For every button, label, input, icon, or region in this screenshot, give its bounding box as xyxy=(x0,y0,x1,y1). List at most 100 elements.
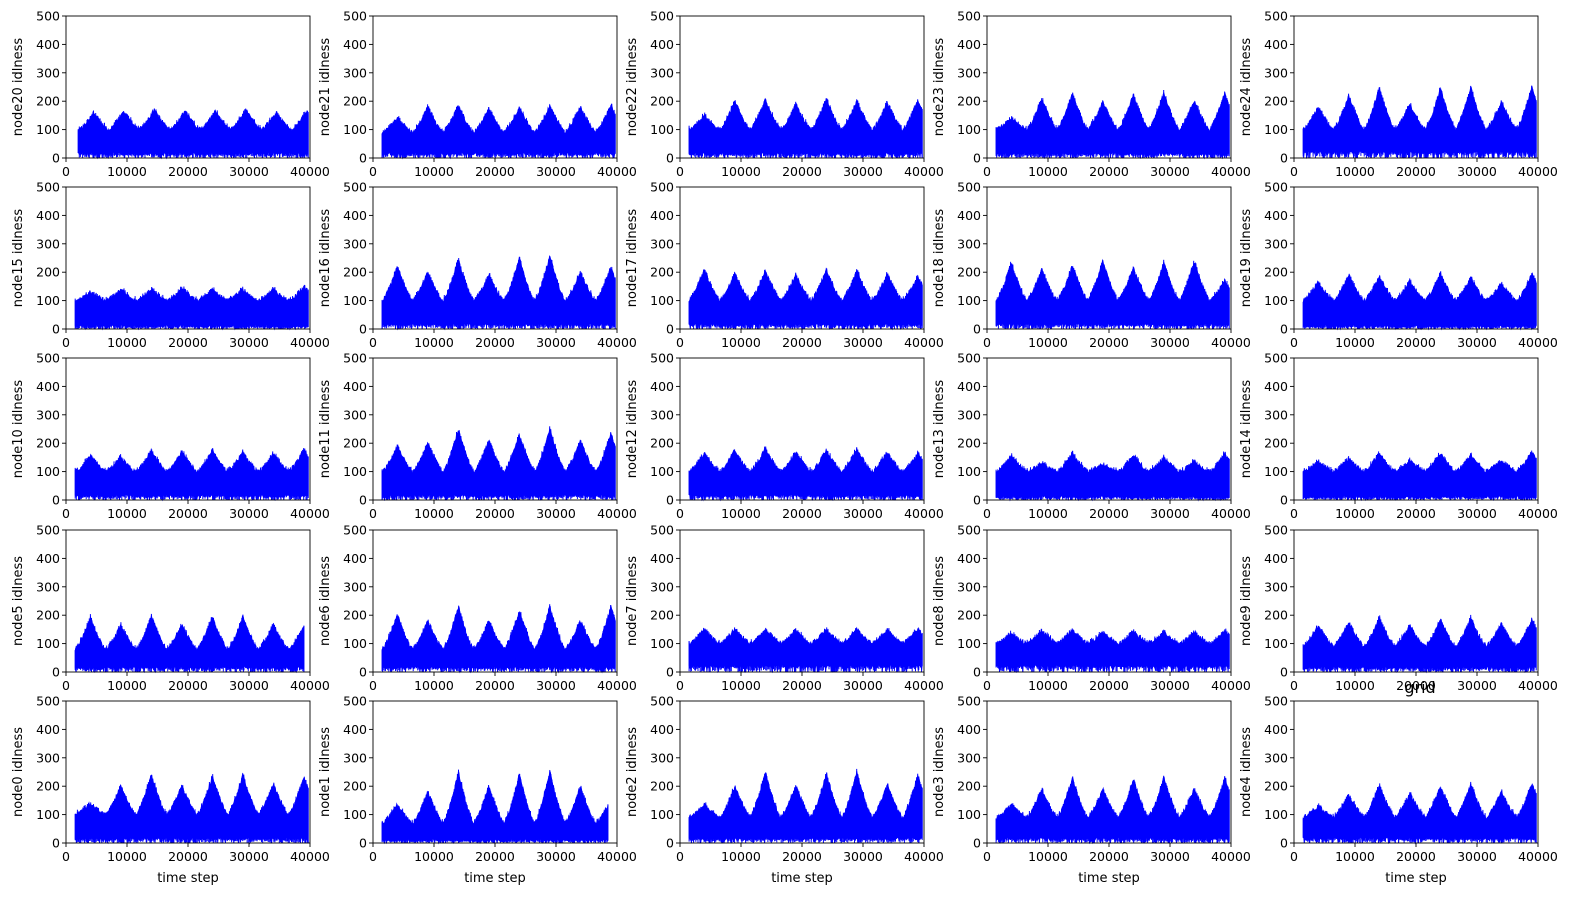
series-spikes xyxy=(995,450,1230,500)
y-tick-label: 300 xyxy=(343,65,367,80)
y-tick-label: 200 xyxy=(957,265,981,280)
subplot-node9-idlness: 0 100 200 300 400 500 10000 20000 30000 40000 0 nod… xyxy=(1239,523,1558,694)
y-tick-label: 0 xyxy=(1280,151,1288,166)
y-tick-label: 500 xyxy=(650,180,674,195)
x-tick-label: 10000 xyxy=(1028,335,1068,350)
y-tick-label: 400 xyxy=(36,208,60,223)
x-tick-label: 40000 xyxy=(290,849,330,864)
x-tick-label: 10000 xyxy=(107,506,147,521)
y-tick-label: 200 xyxy=(1264,94,1288,109)
x-tick-label: 30000 xyxy=(1150,335,1190,350)
subplot-node23-idlness: 0 100 200 300 400 500 10000 20000 30000 40000 0 nod… xyxy=(932,9,1251,180)
x-tick-label: 10000 xyxy=(107,678,147,693)
y-tick-label: 400 xyxy=(957,208,981,223)
y-axis-label: node12 idlness xyxy=(625,380,640,479)
x-tick-label: 30000 xyxy=(1150,678,1190,693)
y-axis-label: node17 idlness xyxy=(625,209,640,308)
y-tick-label: 300 xyxy=(1264,579,1288,594)
y-axis-label: node14 idlness xyxy=(1239,380,1254,479)
x-tick-label: 40000 xyxy=(597,678,637,693)
x-tick-label: 0 xyxy=(369,678,377,693)
x-tick-label: 0 xyxy=(62,678,70,693)
y-tick-label: 400 xyxy=(1264,551,1288,566)
x-tick-label: 20000 xyxy=(475,164,515,179)
subplot-node12-idlness: 0 100 200 300 400 500 10000 20000 30000 40000 0 nod… xyxy=(625,351,944,522)
x-tick-label: 30000 xyxy=(843,506,883,521)
y-tick-label: 500 xyxy=(343,523,367,538)
series-spikes xyxy=(381,256,616,329)
y-tick-label: 400 xyxy=(36,551,60,566)
y-tick-label: 300 xyxy=(650,236,674,251)
y-tick-label: 500 xyxy=(957,9,981,24)
x-tick-label: 40000 xyxy=(1518,678,1558,693)
y-tick-label: 400 xyxy=(650,379,674,394)
subplot-node8-idlness: 0 100 200 300 400 500 10000 20000 30000 40000 0 nod… xyxy=(932,523,1251,694)
y-tick-label: 500 xyxy=(650,9,674,24)
x-tick-label: 20000 xyxy=(168,335,208,350)
x-tick-label: 0 xyxy=(676,164,684,179)
y-tick-label: 100 xyxy=(1264,293,1288,308)
y-tick-label: 400 xyxy=(1264,379,1288,394)
x-tick-label: 30000 xyxy=(229,506,269,521)
y-tick-label: 200 xyxy=(1264,436,1288,451)
y-tick-label: 300 xyxy=(957,579,981,594)
x-tick-label: 0 xyxy=(62,335,70,350)
y-tick-label: 100 xyxy=(1264,464,1288,479)
x-tick-label: 0 xyxy=(1290,506,1298,521)
y-tick-label: 300 xyxy=(36,236,60,251)
y-tick-label: 200 xyxy=(650,436,674,451)
y-tick-label: 500 xyxy=(1264,180,1288,195)
x-tick-label: 10000 xyxy=(721,164,761,179)
y-tick-label: 500 xyxy=(36,351,60,366)
x-tick-label: 10000 xyxy=(721,678,761,693)
y-tick-label: 100 xyxy=(36,122,60,137)
y-tick-label: 400 xyxy=(343,208,367,223)
y-tick-label: 0 xyxy=(52,665,60,680)
y-tick-label: 300 xyxy=(650,65,674,80)
y-tick-label: 100 xyxy=(36,807,60,822)
x-tick-label: 20000 xyxy=(1089,678,1129,693)
y-tick-label: 100 xyxy=(650,122,674,137)
y-axis-label: node13 idlness xyxy=(932,380,947,479)
y-tick-label: 500 xyxy=(957,351,981,366)
y-tick-label: 200 xyxy=(36,94,60,109)
y-tick-label: 0 xyxy=(1280,665,1288,680)
series-spikes xyxy=(74,773,309,843)
subplot-node20-idlness: 0 100 200 300 400 500 10000 20000 30000 40000 0 nod… xyxy=(11,9,330,180)
subplot-node15-idlness: 0 100 200 300 400 500 10000 20000 30000 40000 0 nod… xyxy=(11,180,330,351)
y-tick-label: 100 xyxy=(343,464,367,479)
x-tick-label: 30000 xyxy=(536,678,576,693)
x-tick-label: 0 xyxy=(369,164,377,179)
y-axis-label: node6 idlness xyxy=(318,556,333,646)
x-tick-label: 10000 xyxy=(107,849,147,864)
x-tick-label: 20000 xyxy=(168,849,208,864)
y-axis-label: node23 idlness xyxy=(932,38,947,137)
y-tick-label: 200 xyxy=(36,779,60,794)
x-tick-label: 0 xyxy=(1290,678,1298,693)
x-tick-label: 20000 xyxy=(1396,506,1436,521)
subplot-node16-idlness: 0 100 200 300 400 500 10000 20000 30000 40000 0 nod… xyxy=(318,180,637,351)
y-tick-label: 400 xyxy=(957,551,981,566)
x-tick-label: 0 xyxy=(369,506,377,521)
y-tick-label: 200 xyxy=(343,94,367,109)
y-tick-label: 500 xyxy=(36,523,60,538)
subplot-node22-idlness: 0 100 200 300 400 500 10000 20000 30000 40000 0 nod… xyxy=(625,9,944,180)
x-tick-label: 0 xyxy=(62,849,70,864)
y-tick-label: 300 xyxy=(1264,65,1288,80)
x-tick-label: 30000 xyxy=(843,335,883,350)
y-tick-label: 400 xyxy=(343,379,367,394)
y-tick-label: 300 xyxy=(36,65,60,80)
y-tick-label: 0 xyxy=(973,665,981,680)
x-tick-label: 0 xyxy=(983,506,991,521)
x-tick-label: 20000 xyxy=(1396,678,1436,693)
y-tick-label: 500 xyxy=(650,351,674,366)
series-spikes xyxy=(1302,271,1537,329)
series-spikes xyxy=(995,90,1230,158)
y-tick-label: 400 xyxy=(957,379,981,394)
y-tick-label: 400 xyxy=(650,551,674,566)
subplot-node18-idlness: 0 100 200 300 400 500 10000 20000 30000 40000 0 nod… xyxy=(932,180,1251,351)
y-tick-label: 0 xyxy=(973,322,981,337)
y-tick-label: 0 xyxy=(359,493,367,508)
y-tick-label: 0 xyxy=(52,493,60,508)
